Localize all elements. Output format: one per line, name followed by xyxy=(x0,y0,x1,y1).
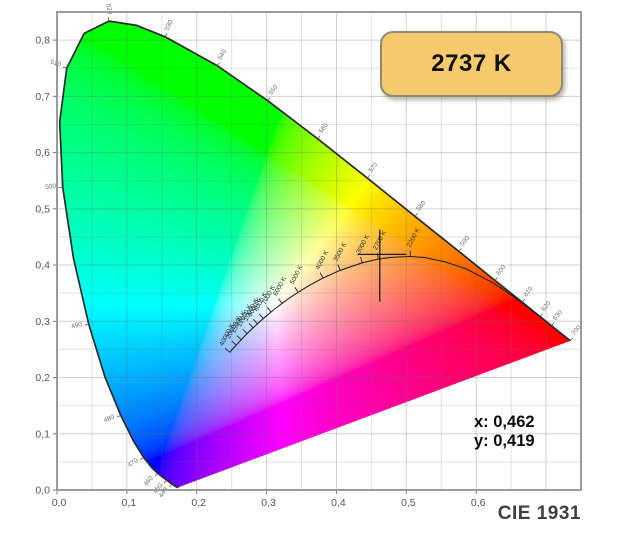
svg-text:0,6: 0,6 xyxy=(471,497,486,509)
y-axis-labels: 0,0 0,1 0,2 0,3 0,4 0,5 0,6 0,7 0,8 xyxy=(35,35,57,497)
svg-text:570: 570 xyxy=(367,161,379,174)
grid-lines xyxy=(57,12,581,490)
svg-text:560: 560 xyxy=(318,122,330,135)
svg-text:630: 630 xyxy=(552,309,564,322)
measurement-cross-marker xyxy=(357,229,407,302)
svg-text:0,5: 0,5 xyxy=(401,497,416,509)
svg-text:0,8: 0,8 xyxy=(35,35,50,47)
svg-text:0,0: 0,0 xyxy=(52,497,67,509)
svg-text:470: 470 xyxy=(127,457,140,469)
planckian-locus xyxy=(229,255,544,353)
svg-text:0,7: 0,7 xyxy=(35,91,50,103)
x-axis-labels: 0,0 0,1 0,2 0,3 0,4 0,5 0,6 xyxy=(52,490,486,509)
svg-text:590: 590 xyxy=(459,234,471,247)
readout-y: y: 0,419 xyxy=(474,432,535,450)
svg-text:6000 K: 6000 K xyxy=(272,275,288,297)
svg-text:510: 510 xyxy=(49,59,62,69)
plot-border xyxy=(56,11,582,491)
svg-text:4000 K: 4000 K xyxy=(314,249,330,271)
svg-text:480: 480 xyxy=(103,413,116,424)
svg-text:610: 610 xyxy=(522,285,534,298)
svg-text:0,5: 0,5 xyxy=(35,203,50,215)
svg-text:490: 490 xyxy=(71,321,84,331)
svg-text:3000 K: 3000 K xyxy=(355,233,371,255)
svg-text:0,4: 0,4 xyxy=(331,497,346,509)
svg-text:540: 540 xyxy=(217,48,229,61)
svg-text:0,2: 0,2 xyxy=(35,372,50,384)
svg-text:0,4: 0,4 xyxy=(35,260,50,272)
cct-badge-label: 2737 K xyxy=(431,50,512,77)
svg-text:550: 550 xyxy=(268,83,280,96)
svg-text:520: 520 xyxy=(104,3,113,15)
svg-text:3500 K: 3500 K xyxy=(332,241,348,263)
svg-text:530: 530 xyxy=(164,19,175,32)
cct-badge: 2737 K xyxy=(380,31,563,97)
svg-text:0,6: 0,6 xyxy=(35,147,50,159)
svg-text:500: 500 xyxy=(45,183,57,191)
svg-text:620: 620 xyxy=(540,300,552,313)
svg-text:0,1: 0,1 xyxy=(122,497,137,509)
svg-text:5000 K: 5000 K xyxy=(289,264,305,286)
svg-text:0,1: 0,1 xyxy=(35,428,50,440)
svg-text:460: 460 xyxy=(143,475,156,488)
svg-text:0,0: 0,0 xyxy=(35,485,50,497)
readout-x: x: 0,462 xyxy=(474,413,535,431)
svg-text:0,3: 0,3 xyxy=(261,497,276,509)
svg-text:580: 580 xyxy=(415,199,427,212)
svg-text:0,3: 0,3 xyxy=(35,316,50,328)
chart-caption: CIE 1931 xyxy=(497,503,581,524)
xy-readout: x: 0,462 y: 0,419 xyxy=(474,413,535,451)
svg-text:0,2: 0,2 xyxy=(191,497,206,509)
